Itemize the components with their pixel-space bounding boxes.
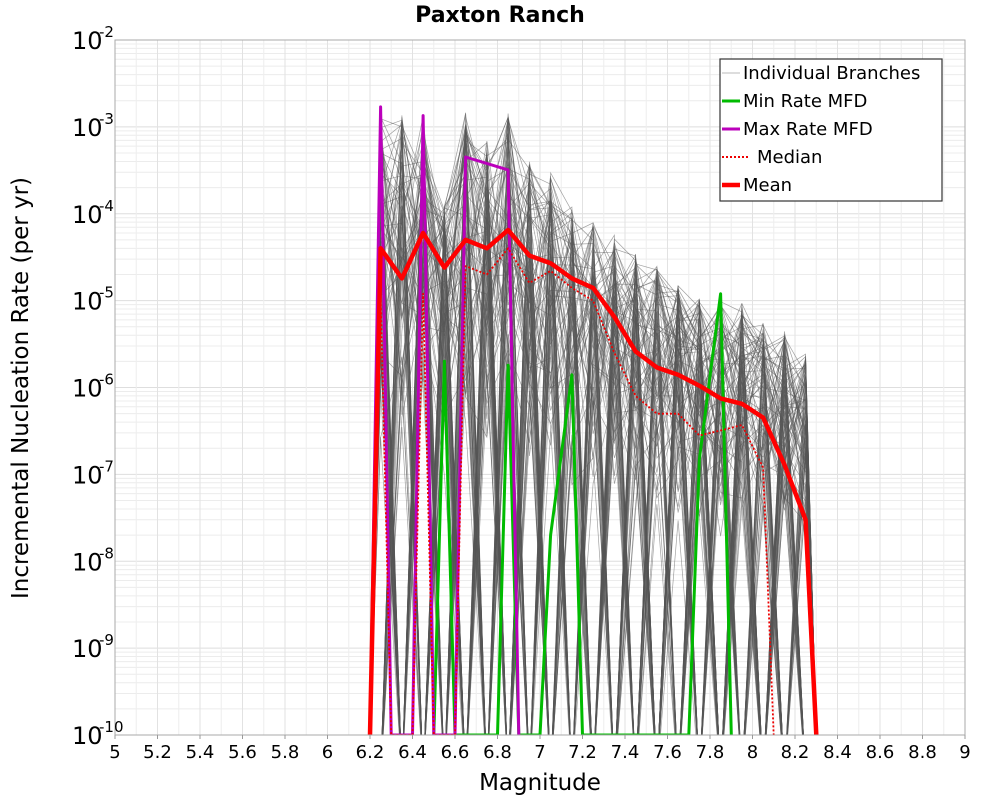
chart-title: Paxton Ranch (415, 3, 585, 28)
legend-item-individual-branches: Individual Branches (722, 63, 920, 84)
branch-line (369, 173, 817, 735)
y-tick-label: 10-9 (72, 631, 114, 663)
x-tick-label: 7 (534, 742, 545, 763)
y-axis-label: Incremental Nucleation Rate (per yr) (8, 177, 34, 599)
branch-line (369, 242, 817, 735)
legend-label: Individual Branches (743, 63, 920, 84)
branch-line (370, 168, 817, 735)
legend-label: Min Rate MFD (743, 91, 867, 112)
y-tick-label: 10-8 (72, 544, 114, 576)
x-tick-label: 8.8 (908, 742, 937, 763)
median-line (369, 247, 775, 735)
legend-label: Max Rate MFD (743, 119, 873, 140)
y-tick-base: 10 (72, 288, 103, 316)
branch-line (370, 188, 817, 735)
min-rate-mfd-line (432, 292, 733, 735)
branch-line (369, 131, 817, 735)
y-tick-label: 10-6 (72, 371, 114, 403)
branch-line (369, 113, 817, 735)
legend-item-mean: Mean (722, 175, 792, 196)
legend-item-min-rate-mfd: Min Rate MFD (722, 91, 867, 112)
y-tick-base: 10 (72, 27, 103, 55)
branch-line (369, 166, 817, 735)
max-rate-mfd-line (368, 105, 521, 735)
x-tick-label: 7.4 (611, 742, 640, 763)
legend-item-median: Median (722, 147, 822, 168)
plot-area (367, 105, 819, 735)
y-tick-label: 10-3 (72, 110, 114, 142)
branch-line (370, 171, 817, 735)
y-tick-label: 10-2 (72, 23, 114, 55)
y-tick-base: 10 (72, 722, 103, 750)
y-tick-exponent: -7 (99, 457, 114, 475)
branch-line (369, 130, 817, 735)
y-tick-label: 10-4 (72, 197, 114, 229)
branch-line (369, 137, 817, 735)
x-axis-ticks: 5 5.2 5.4 5.6 5.8 6 6.2 6.4 6.6 6.8 7 7.2 7.4 7.6 7.8 8… (109, 735, 971, 763)
y-tick-exponent: -4 (99, 197, 114, 215)
branch-line (369, 125, 817, 735)
branch-line (369, 203, 817, 735)
y-tick-exponent: -9 (99, 631, 114, 649)
y-tick-exponent: -10 (99, 718, 124, 736)
branch-line (370, 169, 817, 735)
x-tick-label: 7.2 (568, 742, 597, 763)
x-tick-label: 8.6 (866, 742, 895, 763)
y-tick-base: 10 (72, 375, 103, 403)
x-tick-label: 8 (747, 742, 758, 763)
x-tick-label: 6.8 (483, 742, 512, 763)
branch-line (369, 117, 817, 735)
x-tick-label: 8.4 (823, 742, 852, 763)
x-axis-label: Magnitude (479, 770, 601, 796)
branch-line (370, 173, 817, 735)
mean-line (367, 227, 819, 735)
branch-line (369, 155, 817, 735)
legend-item-max-rate-mfd: Max Rate MFD (722, 119, 873, 140)
y-tick-base: 10 (72, 201, 103, 229)
individual-branches (369, 112, 817, 735)
y-tick-exponent: -5 (99, 284, 114, 302)
branch-line (369, 154, 817, 735)
branch-line (370, 151, 817, 735)
y-tick-base: 10 (72, 635, 103, 663)
y-tick-base: 10 (72, 461, 103, 489)
y-tick-exponent: -2 (99, 23, 114, 41)
y-tick-exponent: -8 (99, 544, 114, 562)
y-tick-base: 10 (72, 114, 103, 142)
y-tick-label: 10-5 (72, 284, 114, 316)
y-tick-exponent: -3 (99, 110, 114, 128)
x-tick-label: 7.8 (696, 742, 725, 763)
y-tick-exponent: -6 (99, 371, 114, 389)
x-tick-label: 5.6 (228, 742, 257, 763)
x-tick-label: 9 (959, 742, 970, 763)
branch-line (369, 185, 817, 735)
legend: Individual Branches Min Rate MFD Max Rate … (719, 58, 943, 202)
x-tick-label: 5.2 (143, 742, 172, 763)
y-tick-label: 10-7 (72, 457, 114, 489)
legend-label: Median (757, 147, 822, 168)
x-tick-label: 6.6 (441, 742, 470, 763)
x-tick-label: 6.4 (398, 742, 427, 763)
y-tick-base: 10 (72, 548, 103, 576)
x-tick-label: 5 (109, 742, 120, 763)
y-tick-label: 10-10 (72, 718, 124, 750)
x-tick-label: 7.6 (653, 742, 682, 763)
x-tick-label: 6 (322, 742, 333, 763)
legend-box (719, 58, 943, 202)
branch-line (370, 117, 817, 735)
legend-label: Mean (743, 175, 792, 196)
grid-lines (114, 40, 966, 736)
x-tick-label: 8.2 (781, 742, 810, 763)
branch-line (369, 139, 817, 735)
x-tick-label: 5.8 (271, 742, 300, 763)
x-tick-label: 6.2 (356, 742, 385, 763)
x-tick-label: 5.4 (186, 742, 215, 763)
